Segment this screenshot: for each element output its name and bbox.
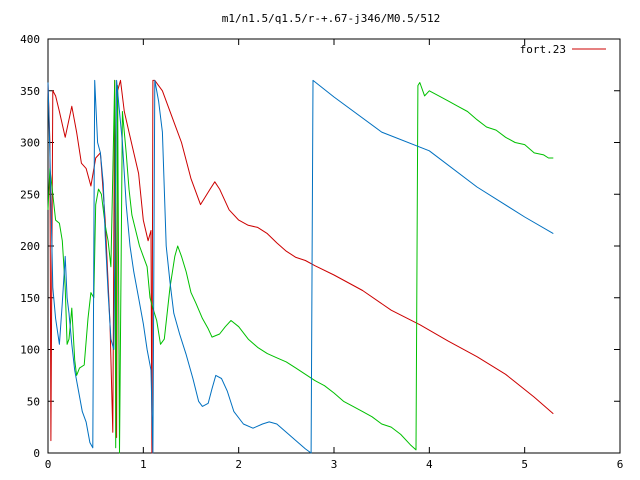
y-tick-label: 250 — [20, 188, 40, 201]
y-tick-label: 200 — [20, 240, 40, 253]
y-tick-label: 50 — [27, 395, 40, 408]
legend: fort.23 — [520, 43, 606, 56]
x-tick-label: 4 — [426, 458, 433, 471]
x-tick-label: 1 — [140, 458, 147, 471]
x-tick-label: 0 — [45, 458, 52, 471]
y-tick-label: 400 — [20, 33, 40, 46]
y-tick-label: 300 — [20, 137, 40, 150]
axis-ticks: 0 1 2 3 4 5 6 0 50 100 150 200 250 300 350 400 — [20, 33, 623, 471]
data-series — [47, 79, 554, 454]
x-tick-label: 2 — [235, 458, 242, 471]
y-tick-label: 350 — [20, 85, 40, 98]
legend-label: fort.23 — [520, 43, 566, 56]
series-line-2 — [47, 79, 554, 454]
series-line-1 — [47, 79, 554, 454]
chart-title: m1/n1.5/q1.5/r-+.67-j346/M0.5/512 — [222, 12, 441, 25]
y-tick-label: 100 — [20, 344, 40, 357]
x-tick-label: 5 — [521, 458, 528, 471]
x-tick-label: 6 — [617, 458, 624, 471]
series-line-3 — [47, 79, 554, 454]
y-tick-label: 0 — [33, 447, 40, 460]
y-tick-label: 150 — [20, 292, 40, 305]
x-tick-label: 3 — [331, 458, 338, 471]
